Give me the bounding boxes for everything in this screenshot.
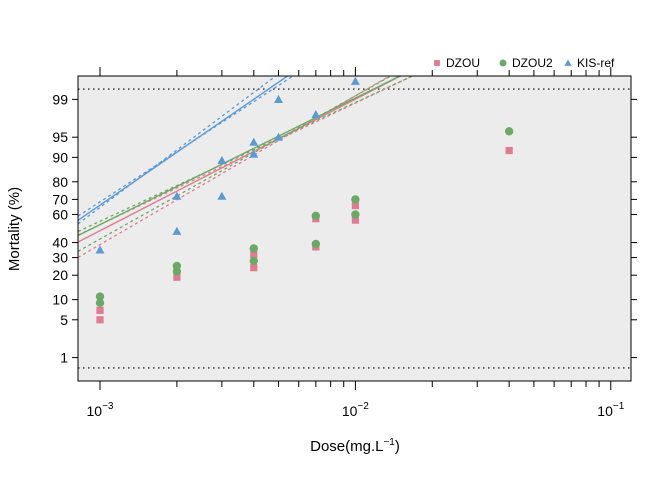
data-point-KIS-ref	[217, 155, 227, 165]
data-point-DZOU	[96, 306, 104, 315]
data-point-KIS-ref	[249, 137, 259, 146]
reference-lines	[78, 88, 631, 369]
data-point-DZOU2	[172, 261, 182, 271]
y-tick-label: 95	[52, 129, 68, 145]
x-tick-label: 10−2	[342, 401, 369, 419]
data-point-KIS-ref	[274, 94, 284, 103]
data-point-KIS-ref	[172, 226, 182, 235]
legend-marker-KIS-ref	[564, 59, 572, 66]
ci-upper-DZOU	[78, 76, 391, 258]
legend-label-DZOU: DZOU	[446, 56, 480, 70]
data-point-DZOU	[351, 202, 359, 210]
legend-label-DZOU2: DZOU2	[512, 56, 553, 70]
data-point-DZOU	[250, 264, 258, 272]
data-point-DZOU2	[95, 292, 105, 301]
data-point-KIS-ref	[95, 245, 105, 254]
y-tick-label: 99	[52, 91, 68, 107]
y-tick-label: 5	[60, 312, 68, 328]
data-point-KIS-ref	[350, 76, 360, 85]
y-tick-label: 1	[60, 350, 68, 366]
x-tick-label: 10−3	[87, 401, 114, 419]
data-point-DZOU2	[95, 298, 105, 308]
y-tick-label: 80	[52, 174, 68, 190]
ci-lower-DZOU	[78, 76, 414, 236]
data-point-DZOU	[250, 250, 258, 259]
data-point-DZOU	[96, 316, 104, 324]
data-point-DZOU2	[311, 211, 321, 221]
data-point-DZOU2	[311, 239, 321, 249]
y-tick-label: 20	[52, 267, 68, 283]
fit-line-DZOU	[78, 76, 402, 243]
y-axis-title: Mortality (%)	[6, 187, 23, 271]
y-tick-label: 10	[52, 292, 68, 308]
y-tick-label: 40	[52, 235, 68, 251]
data-point-DZOU	[173, 273, 181, 281]
y-tick-label: 30	[52, 250, 68, 266]
data-point-DZOU	[351, 216, 359, 224]
data-point-DZOU2	[351, 210, 360, 219]
y-tick-label: 60	[52, 206, 68, 222]
data-point-KIS-ref	[217, 191, 227, 200]
plot-frame	[77, 75, 632, 382]
y-tick-label: 70	[52, 191, 68, 207]
data-point-DZOU2	[249, 256, 258, 266]
legend-marker-DZOU	[434, 60, 440, 66]
x-axis-title: Dose(mg.L−1)	[310, 437, 400, 455]
x-tick-label: 10−1	[597, 401, 624, 419]
data-point-DZOU2	[351, 195, 360, 204]
data-point-DZOU2	[504, 127, 514, 136]
data-point-KIS-ref	[249, 149, 259, 158]
data-point-KIS-ref	[172, 191, 182, 200]
ci-upper-KIS-ref	[78, 76, 277, 225]
data-point-KIS-ref	[311, 110, 321, 119]
ci-lower-KIS-ref	[78, 76, 295, 217]
data-points	[95, 76, 514, 324]
data-point-DZOU	[505, 146, 513, 155]
fit-line-DZOU2	[78, 76, 402, 237]
data-point-DZOU2	[249, 244, 258, 253]
data-point-KIS-ref	[274, 132, 284, 141]
x-axis: 10−3 10−2 10−1	[87, 67, 625, 419]
fit-lines	[78, 76, 414, 258]
legend-marker-DZOU2	[499, 59, 507, 67]
plot-background	[78, 76, 631, 381]
y-tick-label: 90	[52, 149, 68, 165]
legend-label-KIS-ref: KIS-ref	[577, 56, 615, 70]
legend: DZOU DZOU2 KIS-ref	[434, 56, 615, 70]
